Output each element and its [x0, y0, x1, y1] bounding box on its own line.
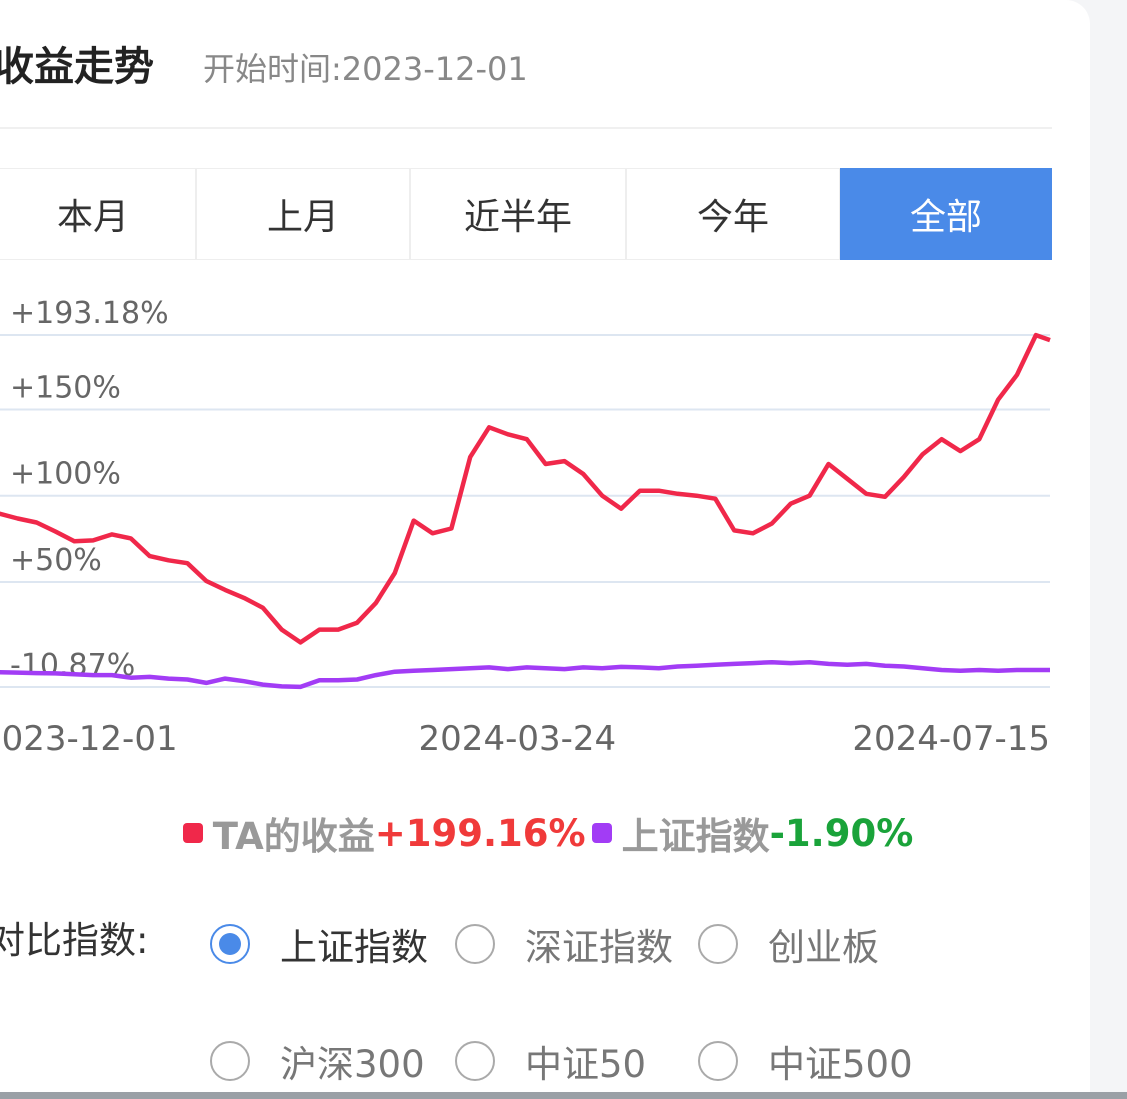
tab[interactable]: 上月	[196, 168, 410, 260]
x-tick-label: 2024-03-24	[419, 719, 617, 759]
compare-option[interactable]: 上证指数	[210, 917, 428, 971]
compare-option[interactable]: 中证500	[698, 1034, 913, 1088]
x-tick-label: 2024-07-15	[852, 719, 1050, 759]
legend-name: 上证指数	[621, 815, 770, 858]
y-tick-label: +150%	[10, 370, 121, 405]
compare-option[interactable]: 中证50	[455, 1034, 646, 1088]
tab[interactable]: 今年	[626, 168, 840, 260]
tab[interactable]: 本月	[0, 168, 196, 260]
card: 收益走势 开始时间:2023-12-01 本月 上月 近半年 今年 全部 -10.87%…	[0, 0, 1090, 1092]
title: 收益走势	[0, 44, 154, 90]
legend-swatch	[182, 823, 203, 843]
x-tick-label: 2023-12-01	[0, 719, 178, 759]
radio[interactable]	[210, 1041, 250, 1081]
option-label: 中证500	[768, 1043, 913, 1086]
option-label: 中证50	[525, 1043, 647, 1086]
option-label: 沪深300	[280, 1043, 425, 1086]
bottom-edge	[0, 1092, 1127, 1099]
tab-bar: 本月 上月 近半年 今年 全部	[0, 168, 1052, 260]
y-tick-label: +100%	[10, 457, 121, 492]
legend-swatch	[591, 823, 612, 843]
y-tick-label: +193.18%	[10, 296, 169, 331]
divider	[0, 127, 1052, 129]
legend-value: +199.16%	[374, 811, 586, 855]
tab[interactable]: 近半年	[410, 168, 626, 260]
radio[interactable]	[455, 1041, 495, 1081]
option-label: 深证指数	[525, 926, 673, 969]
radio[interactable]	[210, 924, 250, 964]
series-line	[0, 659, 1050, 690]
compare-label: 对比指数:	[0, 919, 149, 962]
radio[interactable]	[698, 1041, 738, 1081]
compare-option[interactable]: 沪深300	[210, 1034, 425, 1088]
legend: TA的收益 +199.16% 上证指数 -1.90%	[0, 806, 1090, 860]
compare-option[interactable]: 深证指数	[455, 917, 673, 971]
option-label: 上证指数	[280, 926, 428, 969]
y-tick-label: +50%	[10, 543, 102, 578]
subtitle: 开始时间:2023-12-01	[203, 50, 528, 88]
legend-name: TA的收益	[212, 815, 375, 858]
radio[interactable]	[698, 924, 738, 964]
legend-value: -1.90%	[769, 811, 914, 855]
compare-option[interactable]: 创业板	[698, 917, 879, 971]
option-label: 创业板	[768, 926, 879, 969]
radio[interactable]	[455, 924, 495, 964]
chart: -10.87%+50%+100%+150%+193.18%2023-12-012…	[0, 296, 1051, 759]
tab[interactable]: 全部	[840, 168, 1052, 260]
series-line	[0, 332, 1051, 645]
